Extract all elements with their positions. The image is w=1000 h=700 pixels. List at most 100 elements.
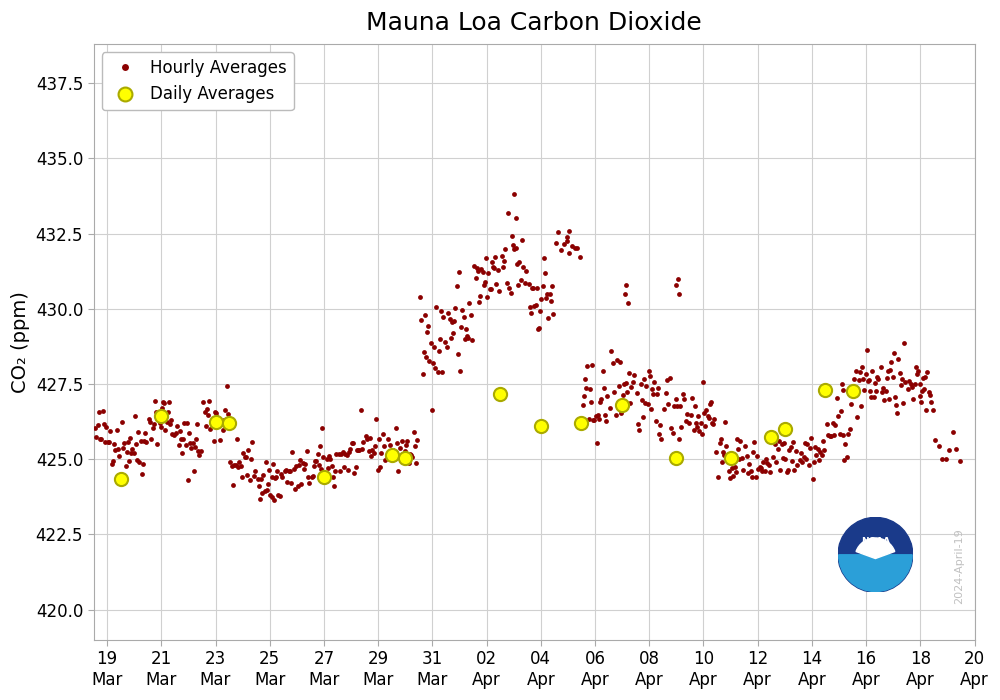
Point (712, 437, 728, 448)
Point (673, 421, 689, 432)
Point (269, 466, 285, 477)
Point (734, 453, 750, 464)
Point (175, 433, 191, 444)
Point (693, 418, 709, 429)
Point (894, 374, 910, 385)
Point (243, 454, 259, 465)
Point (148, 406, 164, 417)
Point (324, 461, 340, 472)
Point (761, 459, 777, 470)
Point (367, 440, 383, 452)
Point (874, 387, 890, 398)
Point (372, 461, 388, 472)
Point (222, 457, 238, 468)
Point (776, 438, 792, 449)
Point (561, 225, 577, 236)
Point (704, 417, 720, 428)
Point (106, 438, 122, 449)
Point (822, 430, 838, 442)
Point (900, 383, 916, 394)
Point (255, 469, 271, 480)
Point (779, 466, 795, 477)
Point (459, 330, 475, 342)
Point (176, 418, 192, 429)
Point (120, 437, 136, 448)
Point (116, 438, 132, 449)
Point (952, 455, 968, 466)
Point (478, 252, 494, 263)
Point (505, 239, 521, 250)
Point (585, 414, 601, 425)
Point (714, 456, 730, 468)
Point (796, 452, 812, 463)
Point (308, 456, 324, 467)
Point (216, 414, 232, 426)
Point (732, 436, 748, 447)
Point (376, 441, 392, 452)
Point (606, 387, 622, 398)
Point (888, 399, 904, 410)
Point (774, 438, 790, 449)
Point (375, 428, 391, 440)
Point (251, 481, 267, 492)
Point (198, 420, 214, 431)
Point (775, 452, 791, 463)
Point (861, 374, 877, 386)
Point (336, 461, 352, 472)
Point (823, 430, 839, 441)
Point (233, 460, 249, 471)
Point (157, 424, 173, 435)
Point (101, 437, 117, 448)
Point (771, 435, 787, 447)
Point (754, 466, 770, 477)
Point (867, 377, 883, 388)
Point (805, 474, 821, 485)
Point (121, 456, 137, 467)
Point (370, 464, 386, 475)
Point (300, 472, 316, 483)
Point (90, 420, 106, 431)
Point (642, 370, 658, 382)
Point (788, 445, 804, 456)
Point (509, 258, 525, 270)
Point (488, 279, 504, 290)
Point (868, 386, 884, 397)
Point (186, 466, 202, 477)
Point (317, 471, 333, 482)
Point (523, 308, 539, 319)
Point (860, 376, 876, 387)
Point (735, 464, 751, 475)
Point (463, 309, 479, 321)
Point (226, 460, 242, 471)
Point (717, 416, 733, 428)
Point (166, 429, 182, 440)
Point (522, 302, 538, 313)
Point (113, 473, 129, 484)
Point (777, 454, 793, 465)
Point (427, 363, 443, 374)
Point (386, 452, 402, 463)
Point (291, 459, 307, 470)
Point (260, 479, 276, 490)
Point (515, 262, 531, 273)
Point (801, 459, 817, 470)
Point (385, 444, 401, 455)
Point (179, 417, 195, 428)
Point (583, 396, 599, 407)
Point (342, 444, 358, 455)
Point (318, 474, 334, 485)
Point (439, 342, 455, 353)
Point (253, 474, 269, 485)
Point (595, 365, 611, 377)
Point (938, 453, 954, 464)
Point (695, 376, 711, 387)
Point (415, 368, 431, 379)
Point (908, 362, 924, 373)
Point (484, 256, 500, 267)
Point (307, 455, 323, 466)
Point (185, 438, 201, 449)
Point (142, 416, 158, 427)
Point (267, 473, 283, 484)
Point (487, 251, 503, 262)
Point (852, 367, 868, 378)
